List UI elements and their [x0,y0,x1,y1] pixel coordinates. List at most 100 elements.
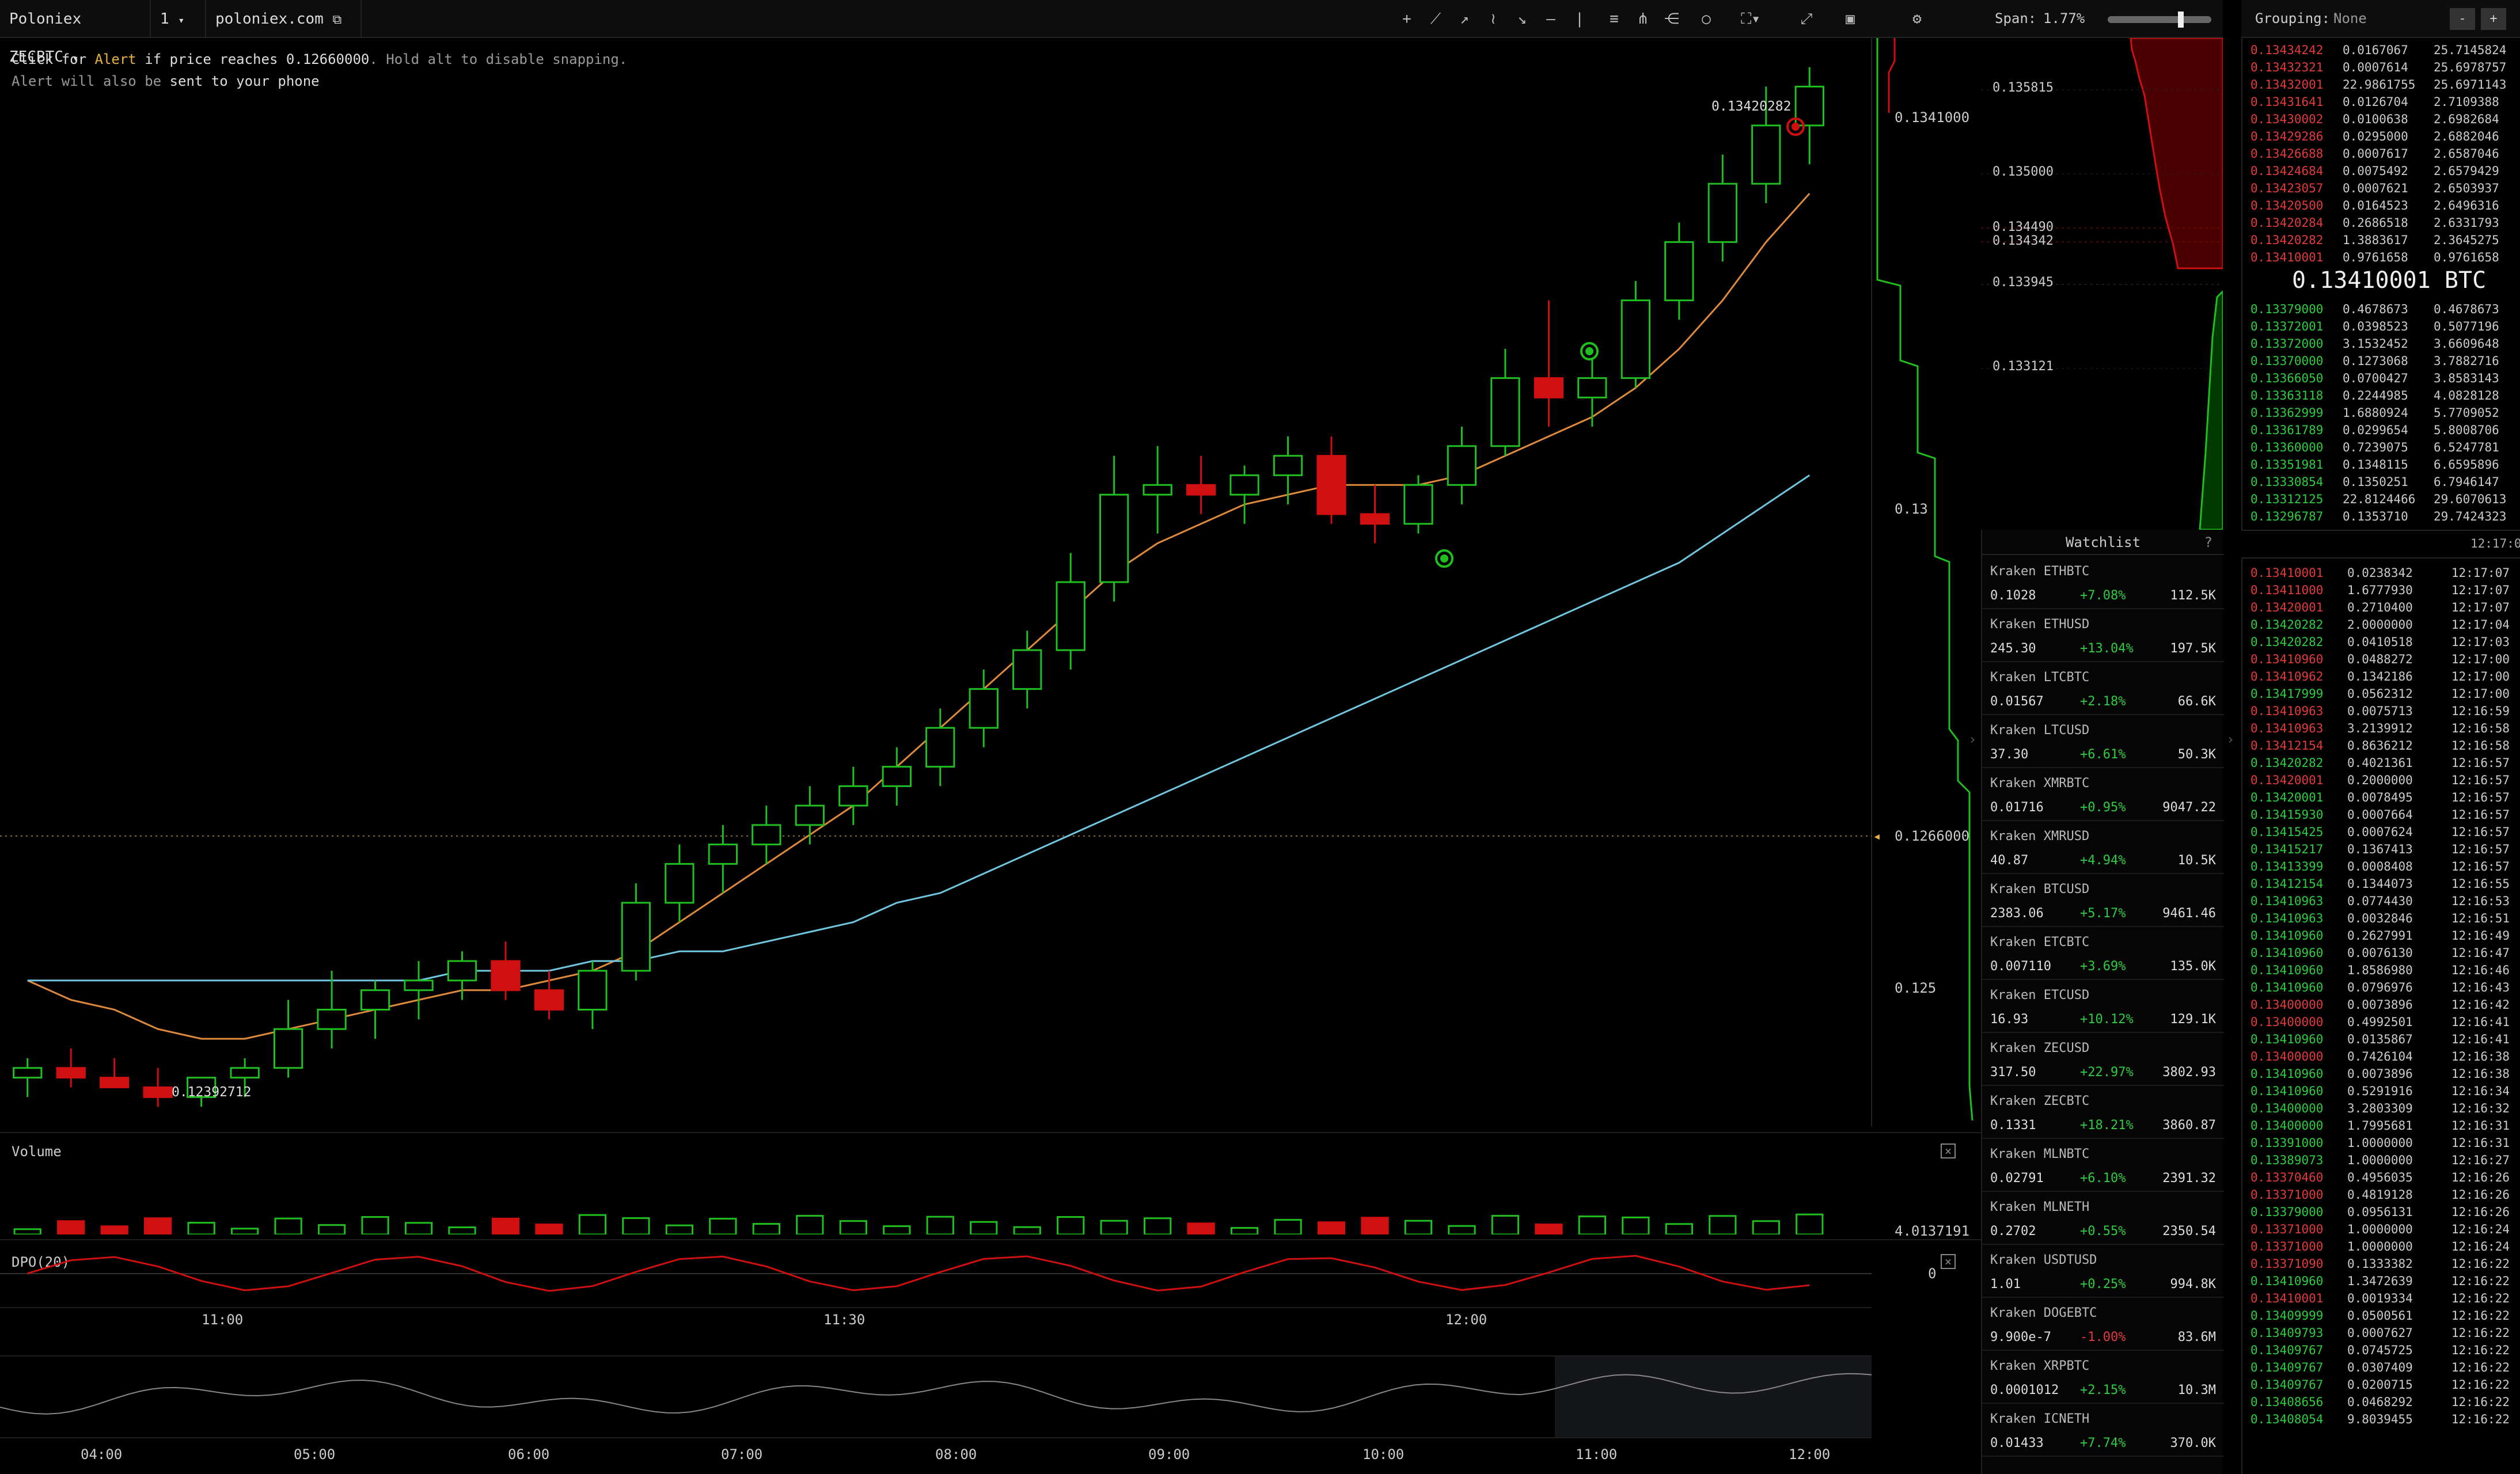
span-slider[interactable] [2108,12,2211,28]
chevron-right-icon[interactable]: › [2226,731,2235,747]
sell-marker-icon[interactable] [1784,115,1807,138]
watchlist-item[interactable]: Kraken LTCBTC 0.01567 +2.18% 66.6K [1982,662,2224,715]
watchlist-item[interactable]: Kraken ZECUSD 317.50 +22.97% 3802.93 [1982,1033,2224,1086]
watchlist-item[interactable]: Kraken LTCUSD 37.30 +6.61% 50.3K [1982,715,2224,768]
bid-row[interactable]: 0.13312125 22.8124466 29.6070613 [2246,491,2515,508]
buy-marker-icon[interactable] [1433,547,1456,570]
trade-amount: 1.0000000 [2347,1222,2413,1236]
pair-selector[interactable]: Poloniex ZECBTC ▾ [0,0,151,66]
watchlist-item-price: 0.1028 [1990,588,2036,603]
bid-row[interactable]: 0.13379000 0.4678673 0.4678673 [2246,301,2515,318]
screenshot-icon[interactable]: ▣ [1846,10,1855,28]
trade-price: 0.13409793 [2250,1326,2324,1340]
bid-row[interactable]: 0.13372000 3.1532452 3.6609648 [2246,335,2515,352]
grouping-decrease-button[interactable]: - [2450,8,2475,30]
trendline-icon[interactable]: ⟋ [1430,10,1441,28]
bid-row[interactable]: 0.13370000 0.1273068 3.7882716 [2246,352,2515,370]
ask-amount: 0.0295000 [2343,130,2408,143]
watchlist-item[interactable]: Kraken ICNETH 0.01433 +7.74% 370.0K [1982,1404,2224,1457]
volume-bar [230,1228,259,1234]
circle-icon[interactable]: ○ [1702,10,1711,28]
ask-row[interactable]: 0.13431641 0.0126704 2.7109388 [2246,93,2515,111]
ask-row[interactable]: 0.13434242 0.0167067 25.7145824 [2246,41,2515,59]
bid-row[interactable]: 0.13296787 0.1353710 29.7424323 [2246,508,2515,525]
ask-row[interactable]: 0.13429286 0.0295000 2.6882046 [2246,128,2515,145]
indicator-icon[interactable]: ⛶▾ [1741,10,1760,28]
watchlist-item-price: 0.2702 [1990,1224,2036,1239]
watchlist-item[interactable]: Kraken ETCUSD 16.93 +10.12% 129.1K [1982,980,2224,1033]
watchlist-item[interactable]: Kraken MLNETH 0.2702 +0.55% 2350.54 [1982,1192,2224,1245]
channel-icon[interactable]: ≡ [1610,10,1619,28]
fullscreen-icon[interactable]: ⤢ [1800,10,1813,28]
pitchfork-icon[interactable]: ⋔ [1637,10,1649,28]
phone-alert-link[interactable]: sent to your phone [169,73,320,89]
bid-row[interactable]: 0.13362999 1.6880924 5.7709052 [2246,404,2515,421]
vertical-line-icon[interactable]: | [1575,10,1584,28]
volume-bar [361,1216,389,1234]
ask-row[interactable]: 0.13420284 0.2686518 2.6331793 [2246,214,2515,231]
ask-row[interactable]: 0.13420500 0.0164523 2.6496316 [2246,197,2515,214]
ask-row[interactable]: 0.13424684 0.0075492 2.6579429 [2246,162,2515,180]
close-icon[interactable]: × [1941,1254,1956,1269]
watchlist-item-change: +6.61% [2080,747,2126,762]
bid-row[interactable]: 0.13363118 0.2244985 4.0828128 [2246,387,2515,404]
span-slider-handle[interactable] [2178,12,2184,28]
candle-body [186,1077,217,1098]
zigzag-icon[interactable]: ≀ [1490,10,1496,28]
depth-axis-tick: 0.135815 [1993,81,2054,95]
bid-total: 0.5077196 [2434,320,2499,333]
ask-row[interactable]: 0.13426688 0.0007617 2.6587046 [2246,145,2515,162]
span-value: 1.77% [2043,10,2085,26]
bid-row[interactable]: 0.13372001 0.0398523 0.5077196 [2246,318,2515,335]
arrow-icon[interactable]: ↘ [1517,10,1527,28]
buy-marker-icon[interactable] [1578,340,1601,363]
watchlist-item[interactable]: Kraken ETCBTC 0.007110 +3.69% 135.0K [1982,927,2224,980]
horizontal-line-icon[interactable]: – [1546,10,1555,28]
overview-navigator[interactable] [0,1357,1872,1437]
source-link[interactable]: poloniex.com ⧉ [206,0,362,38]
trade-price: 0.13410962 [2250,670,2324,683]
price-chart[interactable] [0,38,1981,1126]
watchlist-item-change: +0.55% [2080,1224,2126,1239]
ask-row[interactable]: 0.13432321 0.0007614 25.6978757 [2246,59,2515,76]
bid-row[interactable]: 0.13361789 0.0299654 5.8008706 [2246,421,2515,439]
trade-amount: 0.0796976 [2347,981,2413,994]
watchlist-item[interactable]: Kraken ETHUSD 245.30 +13.04% 197.5K [1982,609,2224,662]
watchlist-item[interactable]: Kraken MLNBTC 0.02791 +6.10% 2391.32 [1982,1139,2224,1192]
ask-row[interactable]: 0.13410001 0.9761658 0.9761658 [2246,249,2515,266]
time-axis-tick: 11:00 [202,1312,244,1328]
trade-amount: 0.0032846 [2347,911,2413,925]
help-icon[interactable]: ? [2204,534,2212,550]
watchlist-item[interactable]: Kraken BTCUSD 2383.06 +5.17% 9461.46 [1982,874,2224,927]
trade-time: 12:16:46 [2451,963,2510,977]
ask-row[interactable]: 0.13423057 0.0007621 2.6503937 [2246,180,2515,197]
watchlist-item[interactable]: Kraken ETHBTC 0.1028 +7.08% 112.5K [1982,556,2224,609]
volume-bar [970,1221,998,1234]
watchlist-item[interactable]: Kraken USDTUSD 1.01 +0.25% 994.8K [1982,1245,2224,1298]
ray-icon[interactable]: ↗ [1460,10,1469,28]
interval-selector[interactable]: 1 ▾ [151,0,206,38]
bid-row[interactable]: 0.13366050 0.0700427 3.8583143 [2246,370,2515,387]
alert-marker-icon[interactable]: ◂ [1873,828,1881,844]
chevron-right-icon[interactable]: › [1968,731,1977,747]
bid-row[interactable]: 0.13351981 0.1348115 6.6595896 [2246,456,2515,473]
ask-row[interactable]: 0.13420282 1.3883617 2.3645275 [2246,231,2515,249]
ask-row[interactable]: 0.13430002 0.0100638 2.6982684 [2246,111,2515,128]
watchlist-item[interactable]: Kraken DOGEBTC 9.900e-7 -1.00% 83.6M [1982,1298,2224,1351]
watchlist-item[interactable]: Kraken ZECBTC 0.1331 +18.21% 3860.87 [1982,1086,2224,1139]
grouping-increase-button[interactable]: + [2481,8,2506,30]
ask-row[interactable]: 0.13432001 22.9861755 25.6971143 [2246,76,2515,93]
bid-row[interactable]: 0.13330854 0.1350251 6.7946147 [2246,473,2515,491]
alert-keyword[interactable]: Alert [94,51,136,67]
settings-icon[interactable]: ⚙ [1912,10,1922,28]
crosshair-icon[interactable]: + [1402,10,1411,28]
close-icon[interactable]: × [1941,1144,1956,1158]
bid-row[interactable]: 0.13360000 0.7239075 6.5247781 [2246,439,2515,456]
trade-row: 0.13411000 1.6777930 12:17:07 [2246,582,2515,599]
fib-icon[interactable]: ⋲ [1664,10,1679,28]
grouping-value[interactable]: None [2333,10,2367,26]
watchlist-item[interactable]: Kraken XMRBTC 0.01716 +0.95% 9047.22 [1982,768,2224,821]
trade-amount: 0.1333382 [2347,1257,2413,1271]
watchlist-item[interactable]: Kraken XRPBTC 0.0001012 +2.15% 10.3M [1982,1351,2224,1404]
watchlist-item[interactable]: Kraken XMRUSD 40.87 +4.94% 10.5K [1982,821,2224,874]
